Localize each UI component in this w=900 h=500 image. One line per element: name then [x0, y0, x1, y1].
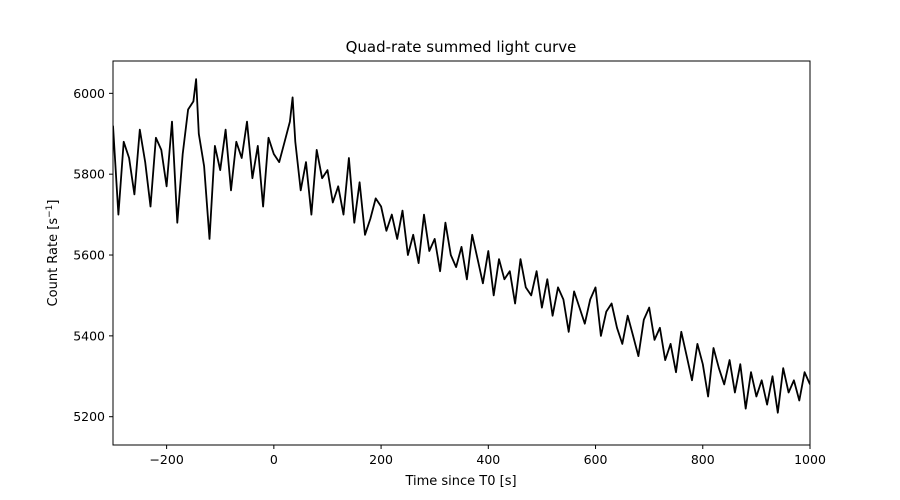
- x-tick-label: 600: [584, 452, 608, 467]
- x-tick-label: 1000: [794, 452, 826, 467]
- x-axis-label: Time since T0 [s]: [404, 474, 516, 489]
- series-layer: [113, 78, 810, 414]
- x-tick-label: 400: [476, 452, 500, 467]
- y-axis-ticks: 5200 5400 5600 5800 6000: [73, 86, 113, 424]
- y-axis-label: Count Rate [s−1]: [45, 200, 61, 307]
- y-tick-label: 6000: [73, 86, 105, 101]
- y-axis-label-exponent: −1: [45, 205, 55, 218]
- y-tick-label: 5400: [73, 328, 105, 343]
- y-axis-label-end: ]: [46, 200, 61, 205]
- y-tick-label: 5800: [73, 167, 105, 182]
- x-tick-label: −200: [149, 452, 183, 467]
- x-axis-ticks: −200 0 200 400 600 800 1000: [149, 445, 826, 467]
- plot-area-frame: [112, 60, 811, 446]
- series-line-0: [113, 78, 810, 414]
- y-tick-label: 5200: [73, 409, 105, 424]
- x-tick-label: 0: [270, 452, 278, 467]
- y-axis-label-main: Count Rate [s: [46, 218, 61, 307]
- y-tick-label: 5600: [73, 248, 105, 263]
- x-tick-label: 200: [369, 452, 393, 467]
- x-tick-label: 800: [691, 452, 715, 467]
- chart-title: Quad-rate summed light curve: [346, 38, 577, 56]
